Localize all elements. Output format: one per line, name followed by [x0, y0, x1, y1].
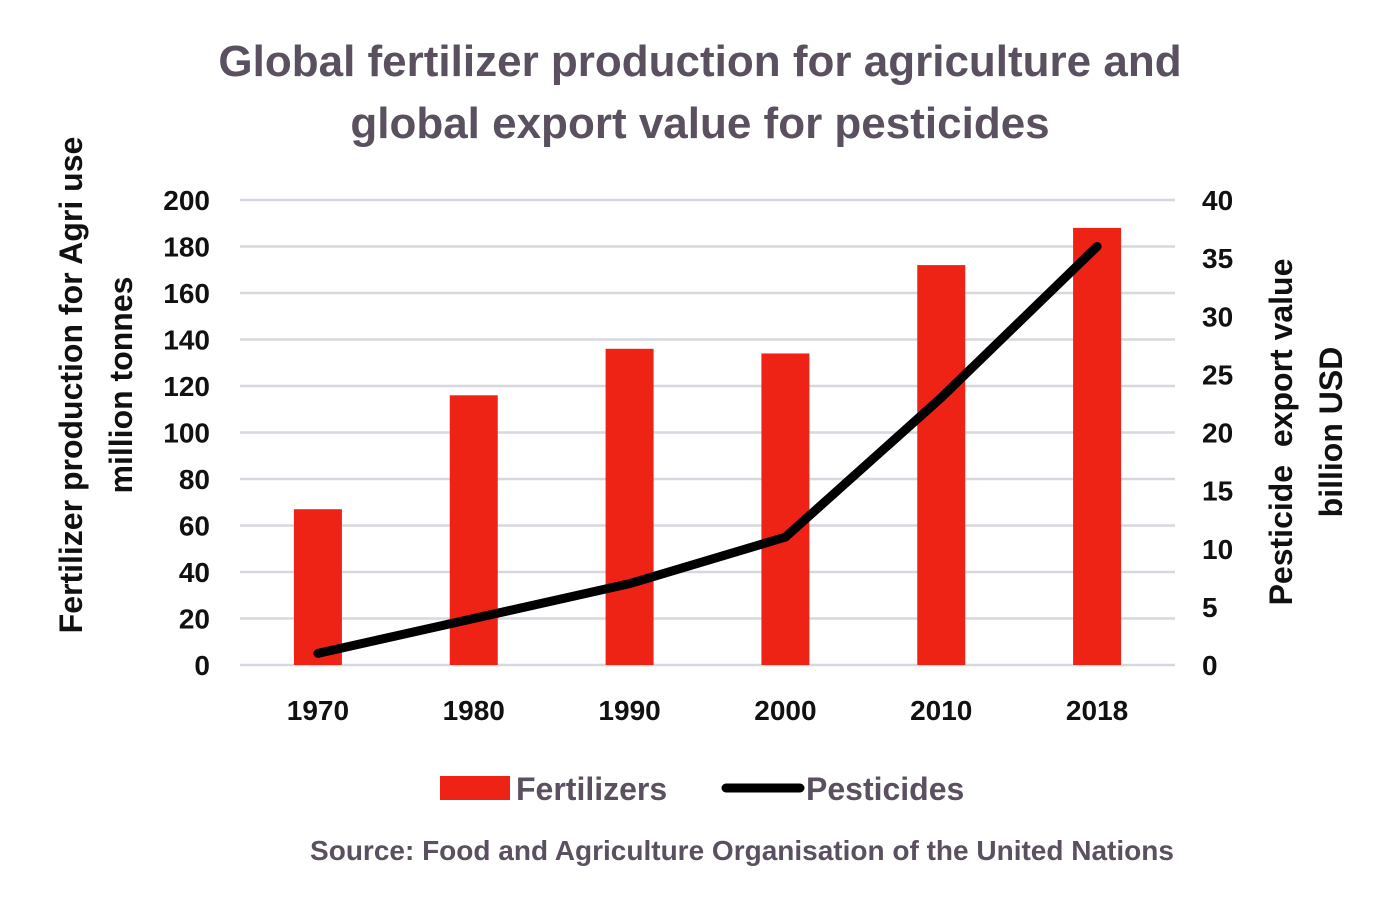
- left-tick-label: 20: [179, 604, 210, 635]
- left-tick-label: 120: [163, 371, 210, 402]
- left-tick-label: 80: [179, 464, 210, 495]
- bar-fertilizers-2000: [761, 353, 809, 665]
- x-tick-label: 2000: [754, 695, 816, 726]
- right-tick-label: 5: [1202, 592, 1218, 623]
- x-tick-label: 2018: [1066, 695, 1128, 726]
- left-tick-label: 100: [163, 418, 210, 449]
- x-tick-label: 1990: [598, 695, 660, 726]
- bar-fertilizers-2018: [1073, 228, 1121, 665]
- left-tick-label: 160: [163, 278, 210, 309]
- left-tick-label: 60: [179, 511, 210, 542]
- right-axis-title-line-1: Pesticide export value: [1263, 259, 1299, 606]
- right-tick-label: 20: [1202, 418, 1233, 449]
- right-tick-label: 40: [1202, 185, 1233, 216]
- left-axis-title-line-2: million tonnes: [103, 277, 139, 494]
- right-tick-label: 10: [1202, 534, 1233, 565]
- chart-title-line-1: Global fertilizer production for agricul…: [218, 37, 1181, 86]
- left-axis-ticks: 0 20 40 60 80 100 120 140 160 180 200: [163, 185, 210, 681]
- bar-fertilizers-1990: [606, 349, 654, 665]
- pesticide-line: [318, 246, 1097, 653]
- x-tick-label: 2010: [910, 695, 972, 726]
- left-axis-title-line-1: Fertilizer production for Agri use: [53, 137, 89, 634]
- legend-label-fertilizers: Fertilizers: [516, 771, 667, 807]
- right-tick-label: 0: [1202, 650, 1218, 681]
- left-tick-label: 40: [179, 557, 210, 588]
- x-axis-ticks: 1970 1980 1990 2000 2010 2018: [287, 695, 1128, 726]
- bar-fertilizers-2010: [917, 265, 965, 665]
- bar-fertilizers-1970: [294, 509, 342, 665]
- x-tick-label: 1970: [287, 695, 349, 726]
- line-pesticides: [318, 247, 1097, 654]
- right-tick-label: 30: [1202, 301, 1233, 332]
- left-tick-label: 0: [194, 650, 210, 681]
- left-tick-label: 180: [163, 232, 210, 263]
- source-note: Source: Food and Agriculture Organisatio…: [310, 835, 1174, 866]
- right-axis-ticks: 0 5 10 15 20 25 30 35 40: [1202, 185, 1233, 681]
- x-tick-label: 1980: [443, 695, 505, 726]
- right-axis-title-line-2: billion USD: [1313, 347, 1349, 518]
- right-tick-label: 25: [1202, 359, 1233, 390]
- legend-swatch-fertilizers: [440, 776, 510, 800]
- legend: Fertilizers Pesticides: [440, 771, 964, 807]
- legend-label-pesticides: Pesticides: [806, 771, 964, 807]
- gridlines: [240, 200, 1175, 665]
- left-tick-label: 200: [163, 185, 210, 216]
- right-tick-label: 15: [1202, 476, 1233, 507]
- right-tick-label: 35: [1202, 243, 1233, 274]
- chart-title-line-2: global export value for pesticides: [350, 99, 1049, 148]
- left-tick-label: 140: [163, 325, 210, 356]
